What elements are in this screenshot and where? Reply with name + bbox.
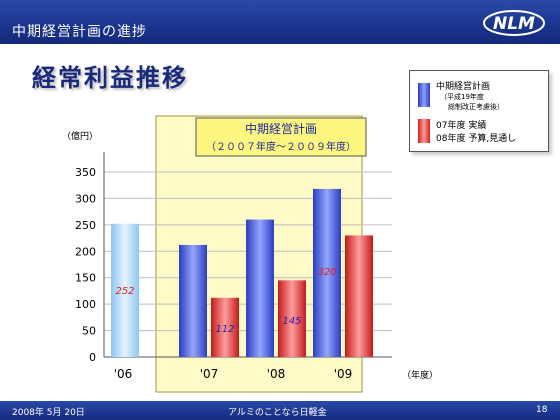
x-tick-label: '06 xyxy=(114,367,133,381)
bar-past-06 xyxy=(111,223,139,357)
footer-org: アルミのことなら日軽金 xyxy=(228,408,327,418)
logo-text: NLM xyxy=(493,14,535,34)
slide-title: 経常利益推移 xyxy=(32,64,188,92)
chart-legend: 中期経営計画 （平成19年度 総制改正考慮後） 07年度 実績 08年度 予算,… xyxy=(409,70,549,152)
y-tick-label: 50 xyxy=(82,325,96,338)
header-title: 中期経営計画の進捗 xyxy=(12,24,147,40)
bar-plan xyxy=(179,244,207,357)
legend-plan-note2: 総制改正考慮後） xyxy=(448,103,504,111)
y-tick-label: 100 xyxy=(75,298,96,311)
y-tick-label: 300 xyxy=(75,192,96,205)
bar-actual xyxy=(278,280,306,357)
y-axis-title: （億円） xyxy=(62,130,98,142)
bar-plan xyxy=(313,188,341,357)
data-label: 320 xyxy=(317,267,336,278)
x-tick-label: '07 xyxy=(200,367,219,381)
legend-plan-label: 中期経営計画 xyxy=(436,82,491,92)
legend-plan-note1: （平成19年度 xyxy=(440,93,484,101)
y-tick-label: 150 xyxy=(75,272,96,285)
data-label: 145 xyxy=(282,316,301,327)
footer-bar: 2008年 5月 20日 アルミのことなら日軽金 18 xyxy=(0,401,560,420)
legend-forecast-label: 08年度 予算,見通し xyxy=(436,134,517,144)
y-tick-label: 0 xyxy=(89,351,96,364)
bar-actual xyxy=(345,235,373,357)
legend-actual-label: 07年度 実績 xyxy=(436,121,487,131)
x-tick-label: '09 xyxy=(334,367,353,381)
y-tick-label: 250 xyxy=(75,219,96,232)
footer-page-number: 18 xyxy=(536,405,548,415)
y-tick-label: 350 xyxy=(75,166,96,179)
bar-actual xyxy=(211,297,239,357)
plan-period: （２００７年度～２００９年度） xyxy=(206,140,356,153)
legend-actual-swatch xyxy=(418,119,430,143)
x-tick-label: '08 xyxy=(267,367,286,381)
company-logo: NLM xyxy=(483,10,545,36)
legend-plan-swatch xyxy=(418,83,430,107)
data-label: 252 xyxy=(115,286,134,297)
plan-title: 中期経営計画 xyxy=(245,121,317,136)
bar-plan xyxy=(246,219,274,357)
footer-date: 2008年 5月 20日 xyxy=(12,408,85,418)
x-axis-title: （年度） xyxy=(402,369,438,381)
chart-bars xyxy=(111,188,373,357)
chart-labels: 0 50 100 150 200 250 300 350 '06 '07 '08 '09 252 112 1… xyxy=(75,166,352,381)
data-label: 112 xyxy=(215,324,234,335)
header-bar: 中期経営計画の進捗 NLM xyxy=(0,0,560,44)
y-tick-label: 200 xyxy=(75,245,96,258)
plan-title-box xyxy=(195,117,367,157)
